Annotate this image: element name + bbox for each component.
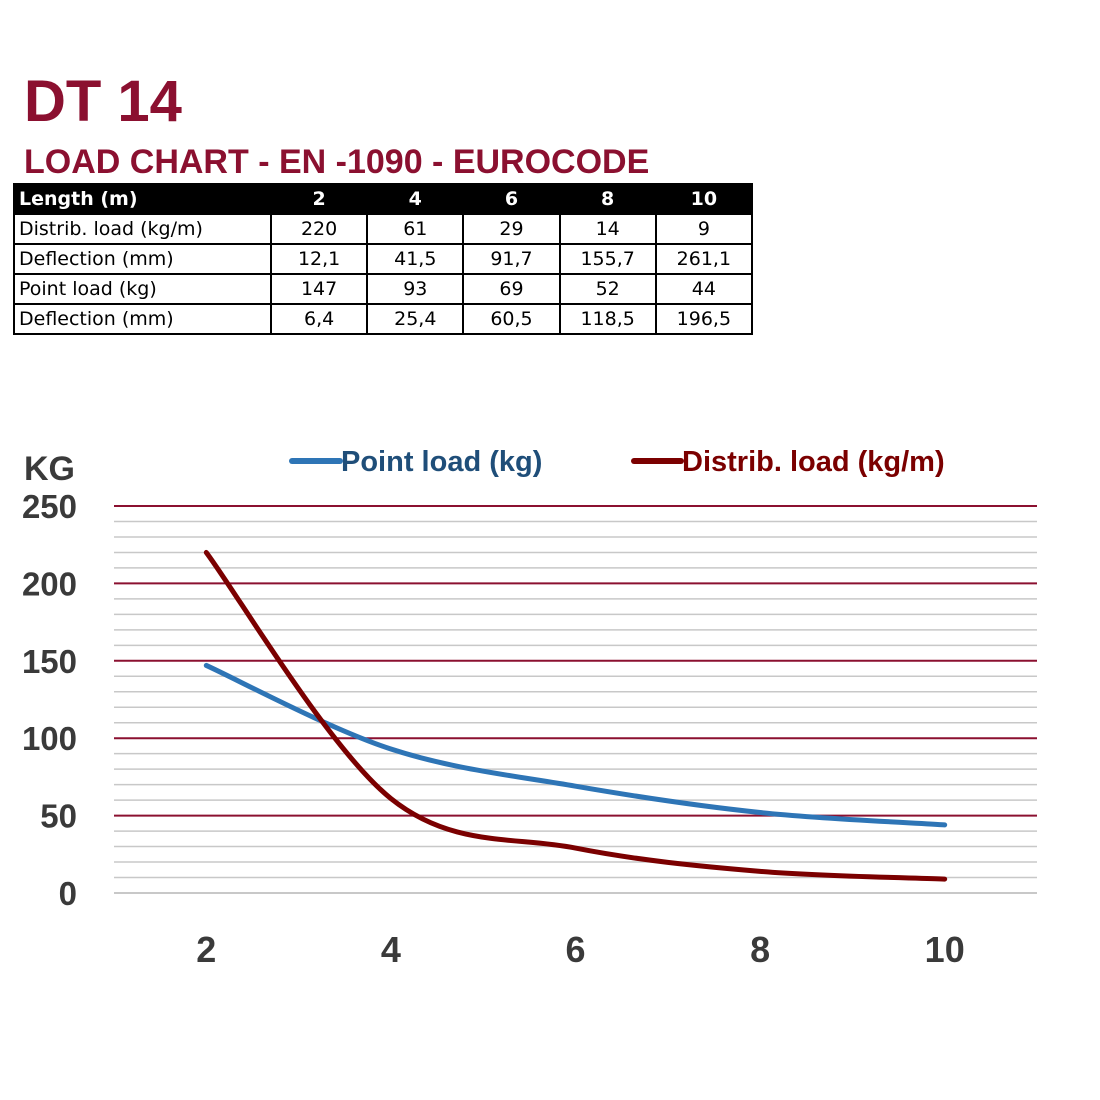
table-row-label: Deflection (mm) xyxy=(13,243,272,275)
y-tick-label: 250 xyxy=(22,488,77,525)
table-cell: 261,1 xyxy=(654,243,754,275)
table-cell: 60,5 xyxy=(462,303,561,335)
table-row: Distrib. load (kg/m) 220 61 29 14 9 xyxy=(13,213,754,245)
legend-label-point-load: Point load (kg) xyxy=(341,446,542,478)
chart-ticks: 0 50 100 150 200 250 2 4 6 8 10 xyxy=(22,488,965,970)
series-line-distrib-load xyxy=(203,549,948,882)
table-cell: 29 xyxy=(462,213,561,245)
table-cell: 52 xyxy=(558,273,657,305)
table-header-cell: Length (m) xyxy=(13,183,272,215)
y-tick-label: 100 xyxy=(22,720,77,757)
y-tick-label: 200 xyxy=(22,565,77,602)
table-cell: 9 xyxy=(654,213,754,245)
x-tick-label: 2 xyxy=(196,929,216,970)
table-cell: 41,5 xyxy=(366,243,465,275)
table-row-label: Point load (kg) xyxy=(13,273,272,305)
table-header-cell: 6 xyxy=(462,183,561,215)
table-cell: 155,7 xyxy=(558,243,657,275)
y-tick-label: 150 xyxy=(22,643,77,680)
table-row: Deflection (mm) 12,1 41,5 91,7 155,7 261… xyxy=(13,243,754,275)
table-row-label: Distrib. load (kg/m) xyxy=(13,213,272,245)
y-tick-label: 0 xyxy=(59,875,77,912)
table-cell: 14 xyxy=(558,213,657,245)
chart-grid xyxy=(114,505,1037,894)
table-header-cell: 10 xyxy=(654,183,754,215)
chart-series xyxy=(203,549,948,882)
series-line-point-load xyxy=(203,662,948,828)
chart-legend: Point load (kg) Distrib. load (kg/m) xyxy=(289,446,945,478)
table-row: Point load (kg) 147 93 69 52 44 xyxy=(13,273,754,305)
table-cell: 93 xyxy=(366,273,465,305)
y-tick-label: 50 xyxy=(40,798,77,835)
chart-subtitle: LOAD CHART - EN -1090 - EUROCODE xyxy=(24,143,650,181)
table-cell: 25,4 xyxy=(366,303,465,335)
table-cell: 6,4 xyxy=(269,303,369,335)
table-cell: 12,1 xyxy=(269,243,369,275)
y-axis-label: KG xyxy=(24,450,75,488)
table-header-cell: 8 xyxy=(558,183,657,215)
table-cell: 91,7 xyxy=(462,243,561,275)
table-header-cell: 2 xyxy=(269,183,369,215)
table-cell: 44 xyxy=(654,273,754,305)
table-cell: 69 xyxy=(462,273,561,305)
table-cell: 61 xyxy=(366,213,465,245)
chart-title: DT 14 xyxy=(24,69,182,134)
load-table: Length (m) 2 4 6 8 10 Distrib. load (kg/… xyxy=(13,183,754,335)
legend-label-distrib-load: Distrib. load (kg/m) xyxy=(682,446,945,478)
table-header-row: Length (m) 2 4 6 8 10 xyxy=(13,183,754,215)
table-header-cell: 4 xyxy=(366,183,465,215)
table-cell: 220 xyxy=(269,213,369,245)
x-tick-label: 10 xyxy=(925,929,965,970)
table-row-label: Deflection (mm) xyxy=(13,303,272,335)
x-tick-label: 6 xyxy=(565,929,585,970)
table-cell: 118,5 xyxy=(558,303,657,335)
table-cell: 196,5 xyxy=(654,303,754,335)
x-tick-label: 4 xyxy=(381,929,401,970)
table-cell: 147 xyxy=(269,273,369,305)
x-tick-label: 8 xyxy=(750,929,770,970)
table-row: Deflection (mm) 6,4 25,4 60,5 118,5 196,… xyxy=(13,303,754,335)
